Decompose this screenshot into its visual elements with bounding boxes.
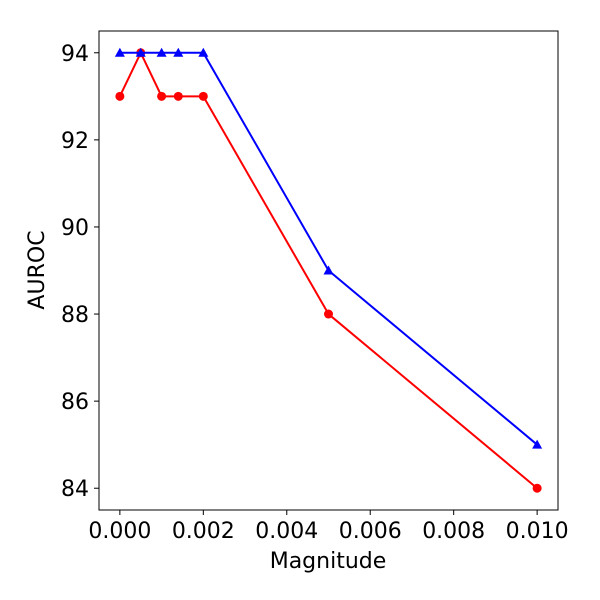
data-point — [114, 47, 125, 57]
x-tick-label: 0.008 — [422, 519, 485, 544]
series-line — [119, 51, 538, 446]
data-point — [157, 91, 167, 101]
data-point — [323, 265, 334, 275]
x-tick-label: 0.004 — [255, 519, 318, 544]
data-point — [173, 47, 184, 57]
data-point — [324, 309, 333, 319]
plot-frame — [98, 30, 559, 511]
x-tick-label: 0.010 — [506, 519, 569, 544]
y-axis-label: AUROC — [25, 230, 50, 309]
y-tick-label: 92 — [61, 129, 89, 154]
data-point — [198, 91, 208, 101]
data-point — [532, 439, 543, 449]
y-tick-label: 86 — [61, 390, 89, 415]
data-point — [532, 483, 542, 493]
x-tick-label: 0.000 — [88, 519, 151, 544]
x-tick-label: 0.006 — [339, 519, 402, 544]
series-2 — [114, 47, 543, 449]
x-axis: 0.000 0.002 0.004 0.006 0.008 0.010 — [88, 510, 569, 544]
y-tick-label: 88 — [61, 303, 89, 328]
data-point — [115, 91, 125, 101]
y-tick-label: 90 — [61, 216, 89, 241]
y-axis: 84 86 88 90 92 94 — [61, 42, 99, 502]
data-point — [198, 47, 209, 57]
x-tick-label: 0.002 — [172, 519, 235, 544]
data-point — [156, 47, 167, 57]
series-layer — [114, 47, 543, 493]
data-point — [173, 91, 183, 101]
data-point — [135, 47, 146, 57]
y-tick-label: 84 — [61, 477, 89, 502]
x-axis-label: Magnitude — [270, 549, 387, 574]
y-tick-label: 94 — [61, 42, 89, 67]
